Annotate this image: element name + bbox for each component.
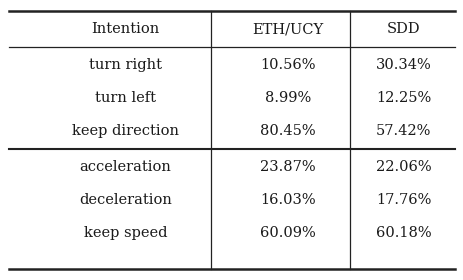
Text: turn right: turn right bbox=[88, 58, 162, 72]
Text: 60.18%: 60.18% bbox=[375, 226, 431, 240]
Text: deceleration: deceleration bbox=[79, 193, 171, 207]
Text: 12.25%: 12.25% bbox=[375, 91, 431, 105]
Text: 60.09%: 60.09% bbox=[259, 226, 315, 240]
Text: keep direction: keep direction bbox=[72, 124, 178, 138]
Text: ETH/UCY: ETH/UCY bbox=[251, 22, 323, 36]
Text: 16.03%: 16.03% bbox=[259, 193, 315, 207]
Text: turn left: turn left bbox=[94, 91, 156, 105]
Text: SDD: SDD bbox=[386, 22, 419, 36]
Text: 30.34%: 30.34% bbox=[375, 58, 431, 72]
Text: 22.06%: 22.06% bbox=[375, 160, 431, 174]
Text: acceleration: acceleration bbox=[79, 160, 171, 174]
Text: Intention: Intention bbox=[91, 22, 159, 36]
Text: 17.76%: 17.76% bbox=[375, 193, 431, 207]
Text: keep speed: keep speed bbox=[83, 226, 167, 240]
Text: 23.87%: 23.87% bbox=[259, 160, 315, 174]
Text: 57.42%: 57.42% bbox=[375, 124, 431, 138]
Text: 8.99%: 8.99% bbox=[264, 91, 310, 105]
Text: 10.56%: 10.56% bbox=[259, 58, 315, 72]
Text: 80.45%: 80.45% bbox=[259, 124, 315, 138]
